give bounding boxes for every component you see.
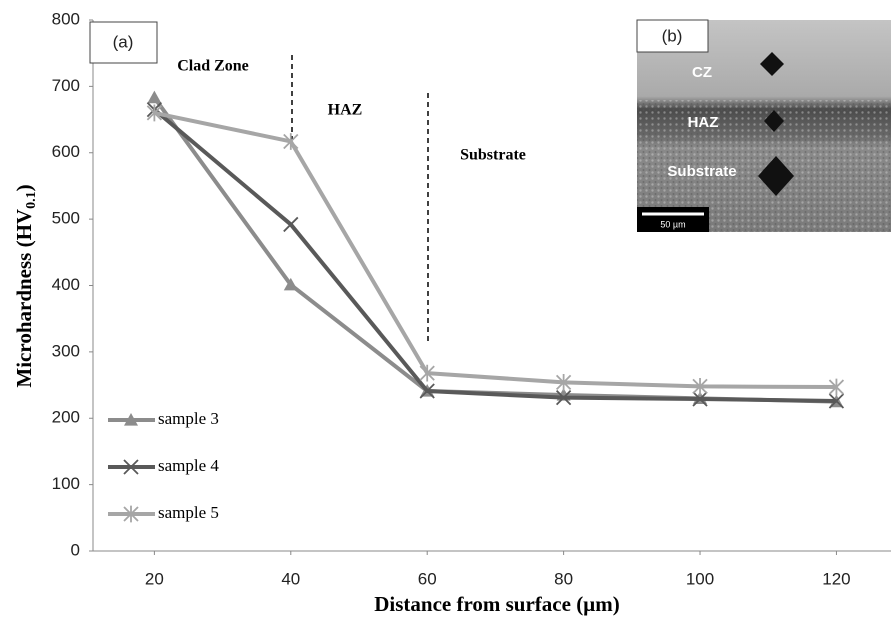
legend-label: sample 5 <box>158 503 219 522</box>
y-axis-title-main: Microhardness (HV <box>12 209 36 388</box>
x-axis-title: Distance from surface (µm) <box>374 592 620 616</box>
y-tick-label: 600 <box>52 142 80 161</box>
panel-b-label: (b) <box>662 26 683 45</box>
y-tick-label: 800 <box>52 9 80 28</box>
data-point <box>147 91 161 104</box>
y-tick-label: 300 <box>52 341 80 360</box>
y-tick-label: 700 <box>52 76 80 95</box>
y-tick-label: 100 <box>52 474 80 493</box>
y-tick-label: 0 <box>71 540 80 559</box>
inset-label: CZ <box>692 64 712 81</box>
inset-label: HAZ <box>688 114 719 131</box>
y-axis-title-sub: 0.1 <box>24 191 39 209</box>
legend-label: sample 3 <box>158 409 219 428</box>
x-tick-label: 40 <box>281 569 300 588</box>
data-point <box>284 217 298 231</box>
y-tick-label: 500 <box>52 209 80 228</box>
zone-label: Substrate <box>460 147 526 164</box>
zone-label: Clad Zone <box>177 58 249 75</box>
x-tick-label: 100 <box>686 569 714 588</box>
inset: (b) CZ HAZ Substrate 50 µm <box>637 20 891 232</box>
y-tick-label: 400 <box>52 275 80 294</box>
panel-a-label: (a) <box>113 32 134 51</box>
y-axis-title: Microhardness (HV0.1) <box>12 184 39 387</box>
x-tick-label: 80 <box>554 569 573 588</box>
zone-label: HAZ <box>328 102 363 119</box>
x-tick-label: 20 <box>145 569 164 588</box>
chart: (a) Clad Zone HAZ Substrate (b) CZ HAZ S… <box>0 0 891 620</box>
y-axis-title-end: ) <box>12 184 36 191</box>
x-tick-label: 120 <box>822 569 850 588</box>
x-tick-label: 60 <box>418 569 437 588</box>
scale-bar-label: 50 µm <box>660 219 685 229</box>
legend-label: sample 4 <box>158 456 219 475</box>
y-tick-label: 200 <box>52 408 80 427</box>
inset-label: Substrate <box>667 163 736 180</box>
